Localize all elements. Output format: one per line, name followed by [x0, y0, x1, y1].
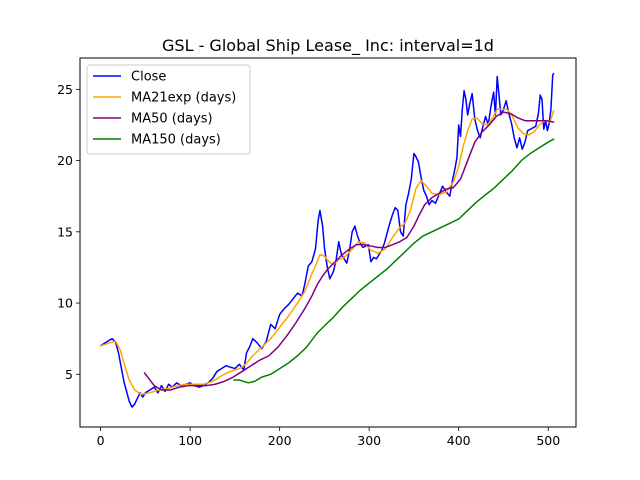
series-line-2: [143, 111, 555, 391]
series-layer: [99, 72, 555, 408]
legend-label: Close: [131, 70, 166, 85]
y-axis: 5 10 15 20 25: [57, 82, 80, 382]
x-tick-label: 200: [268, 433, 292, 448]
x-tick-label: 300: [357, 433, 381, 448]
y-tick-label: 25: [57, 82, 73, 97]
x-tick-label: 500: [536, 433, 560, 448]
y-tick-label: 15: [57, 224, 73, 239]
series-line-3: [233, 138, 555, 384]
x-tick-label: 400: [447, 433, 471, 448]
y-tick-label: 20: [57, 153, 73, 168]
x-tick-label: 0: [97, 433, 105, 448]
plot-area-frame: [79, 57, 577, 428]
legend: Close MA21exp (days) MA50 (days) MA150 (day…: [86, 64, 251, 155]
y-tick-label: 5: [65, 367, 73, 382]
x-tick-label: 100: [178, 433, 202, 448]
legend-label: MA150 (days): [131, 133, 221, 148]
chart-title: GSL - Global Ship Lease_ Inc: interval=1…: [162, 36, 494, 56]
legend-label: MA21exp (days): [131, 91, 236, 106]
y-tick-label: 10: [57, 296, 73, 311]
legend-label: MA50 (days): [131, 112, 213, 127]
legend-box: [86, 64, 251, 155]
x-axis: 0 100 200 300 400 500: [97, 427, 560, 448]
